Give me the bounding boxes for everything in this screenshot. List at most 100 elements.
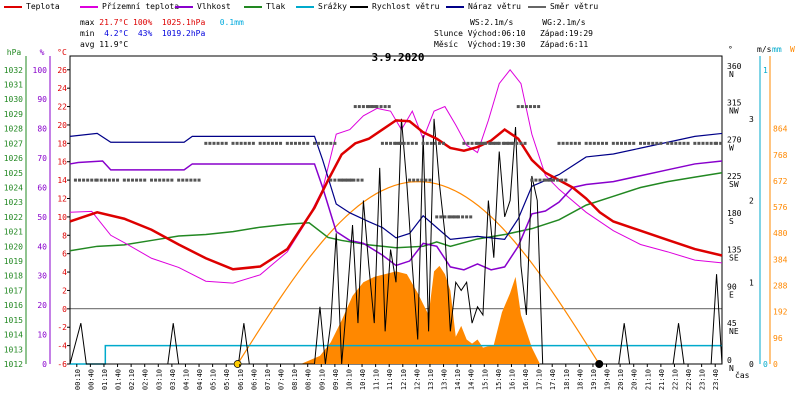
wind-direction-dot bbox=[353, 105, 357, 109]
direction-tick-name: E bbox=[729, 290, 734, 299]
direction-tick-value: 90 bbox=[727, 282, 737, 291]
temp-tick-label: 2 bbox=[62, 286, 67, 295]
legend-item: Náraz větru bbox=[446, 2, 521, 11]
legend-label: Rychlost větru bbox=[372, 2, 440, 11]
wind-direction-dot bbox=[348, 178, 352, 182]
wind-direction-dot bbox=[421, 141, 425, 145]
x-tick-label: 23:40 bbox=[712, 369, 720, 390]
pressure-tick-label: 1024 bbox=[4, 183, 23, 192]
solar-tick-label: 480 bbox=[773, 229, 788, 238]
pressure-tick-label: 1019 bbox=[4, 257, 23, 266]
wind-direction-dot bbox=[402, 141, 406, 145]
wind-direction-dot bbox=[659, 141, 663, 145]
direction-tick-name: SE bbox=[729, 254, 739, 263]
wind-direction-dot bbox=[243, 141, 247, 145]
humidity-tick-label: 40 bbox=[37, 242, 47, 251]
wind-direction-dot bbox=[456, 215, 460, 219]
stats-max-hum: 100% bbox=[133, 18, 153, 27]
wind-direction-dot bbox=[325, 141, 329, 145]
solar-axis-unit: W bbox=[790, 45, 795, 54]
wind-direction-dot bbox=[384, 141, 388, 145]
wind-direction-dot bbox=[333, 178, 337, 182]
sunset-icon bbox=[595, 360, 604, 368]
direction-axis-unit: ° bbox=[728, 45, 733, 54]
wind-direction-dot bbox=[643, 141, 647, 145]
wind-direction-dot bbox=[185, 178, 189, 182]
pressure-tick-label: 1031 bbox=[4, 81, 23, 90]
wind-direction-dot bbox=[414, 141, 418, 145]
direction-tick-value: 180 bbox=[727, 209, 742, 218]
x-tick-label: 14:40 bbox=[468, 369, 476, 390]
wind-direction-dot bbox=[565, 141, 569, 145]
wind-direction-dot bbox=[511, 141, 515, 145]
wind-direction-dot bbox=[420, 178, 424, 182]
wind-direction-dot bbox=[78, 178, 82, 182]
humidity-tick-label: 80 bbox=[37, 125, 47, 134]
stats-min-temp: 4.2°C bbox=[104, 29, 129, 38]
humidity-tick-label: 60 bbox=[37, 183, 47, 192]
solar-tick-label: 672 bbox=[773, 177, 788, 186]
pressure-axis-unit: hPa bbox=[7, 48, 22, 57]
wind-direction-dot bbox=[231, 141, 235, 145]
wind-direction-dot bbox=[298, 141, 302, 145]
wind-direction-dot bbox=[197, 178, 201, 182]
x-tick-label: 20:10 bbox=[617, 369, 625, 390]
legend-label: Srážky bbox=[318, 2, 347, 11]
wind-direction-dot bbox=[154, 178, 158, 182]
wind-direction-dot bbox=[497, 141, 501, 145]
wind-direction-dot bbox=[204, 141, 208, 145]
wind-direction-dot bbox=[424, 178, 428, 182]
solar-tick-label: 0 bbox=[773, 360, 778, 369]
x-tick-label: 15:10 bbox=[481, 369, 489, 390]
humidity-axis-unit: % bbox=[40, 48, 45, 57]
sun-set: Západ:19:29 bbox=[539, 29, 593, 38]
wind-direction-dot bbox=[523, 141, 527, 145]
legend-item: Rychlost větru bbox=[350, 2, 439, 11]
wind-direction-dot bbox=[383, 105, 387, 109]
wind-direction-dot bbox=[719, 141, 723, 145]
wind-tick-label: 0 bbox=[749, 360, 754, 369]
wind-direction-dot bbox=[239, 141, 243, 145]
temp-tick-label: 10 bbox=[57, 213, 67, 222]
wind-direction-dot bbox=[674, 141, 678, 145]
wind-direction-dot bbox=[537, 105, 541, 109]
stats-avg-row: avg 11.9°C bbox=[80, 40, 128, 50]
legend-item: Vlhkost bbox=[175, 2, 231, 11]
wind-direction-dot bbox=[337, 178, 341, 182]
rain-tick-label: 0 bbox=[763, 360, 768, 369]
legend-item: Přízemní teplota bbox=[80, 2, 179, 11]
wind-direction-dot bbox=[600, 141, 604, 145]
wind-direction-dot bbox=[130, 178, 134, 182]
x-tick-label: 05:10 bbox=[210, 369, 218, 390]
direction-tick-name: NE bbox=[729, 327, 739, 336]
wind-direction-dot bbox=[329, 141, 333, 145]
legend-item: Tlak bbox=[244, 2, 285, 11]
wind-direction-dot bbox=[279, 141, 283, 145]
legend-item: Teplota bbox=[4, 2, 60, 11]
x-tick-label: 05:40 bbox=[223, 369, 231, 390]
solar-tick-label: 192 bbox=[773, 308, 788, 317]
wind-direction-dot bbox=[389, 141, 393, 145]
x-tick-label: 18:40 bbox=[576, 369, 584, 390]
wind-direction-dot bbox=[258, 141, 262, 145]
wind-direction-dot bbox=[289, 141, 293, 145]
solar-tick-label: 768 bbox=[773, 151, 788, 160]
wind-direction-dot bbox=[371, 105, 375, 109]
moon-label: Měsíc bbox=[434, 40, 459, 49]
wind-direction-dot bbox=[139, 178, 143, 182]
stats-avg-label: avg bbox=[80, 40, 95, 49]
legend-label: Směr větru bbox=[550, 2, 599, 11]
wind-direction-dot bbox=[624, 141, 628, 145]
temp-tick-label: 24 bbox=[57, 84, 67, 93]
wind-speed-line bbox=[69, 118, 723, 365]
direction-tick-value: 315 bbox=[727, 99, 742, 108]
direction-tick-value: 360 bbox=[727, 62, 742, 71]
x-tick-label: 01:40 bbox=[115, 369, 123, 390]
moon-row: Měsíc Východ:19:30 Západ:6:11 bbox=[434, 40, 588, 50]
legend-label: Vlhkost bbox=[197, 2, 231, 11]
wind-direction-dot bbox=[306, 141, 310, 145]
wind-direction-dot bbox=[476, 141, 479, 145]
wind-direction-dot bbox=[437, 141, 441, 145]
wind-direction-dot bbox=[333, 141, 337, 145]
rain-tick-label: 1 bbox=[763, 66, 768, 75]
